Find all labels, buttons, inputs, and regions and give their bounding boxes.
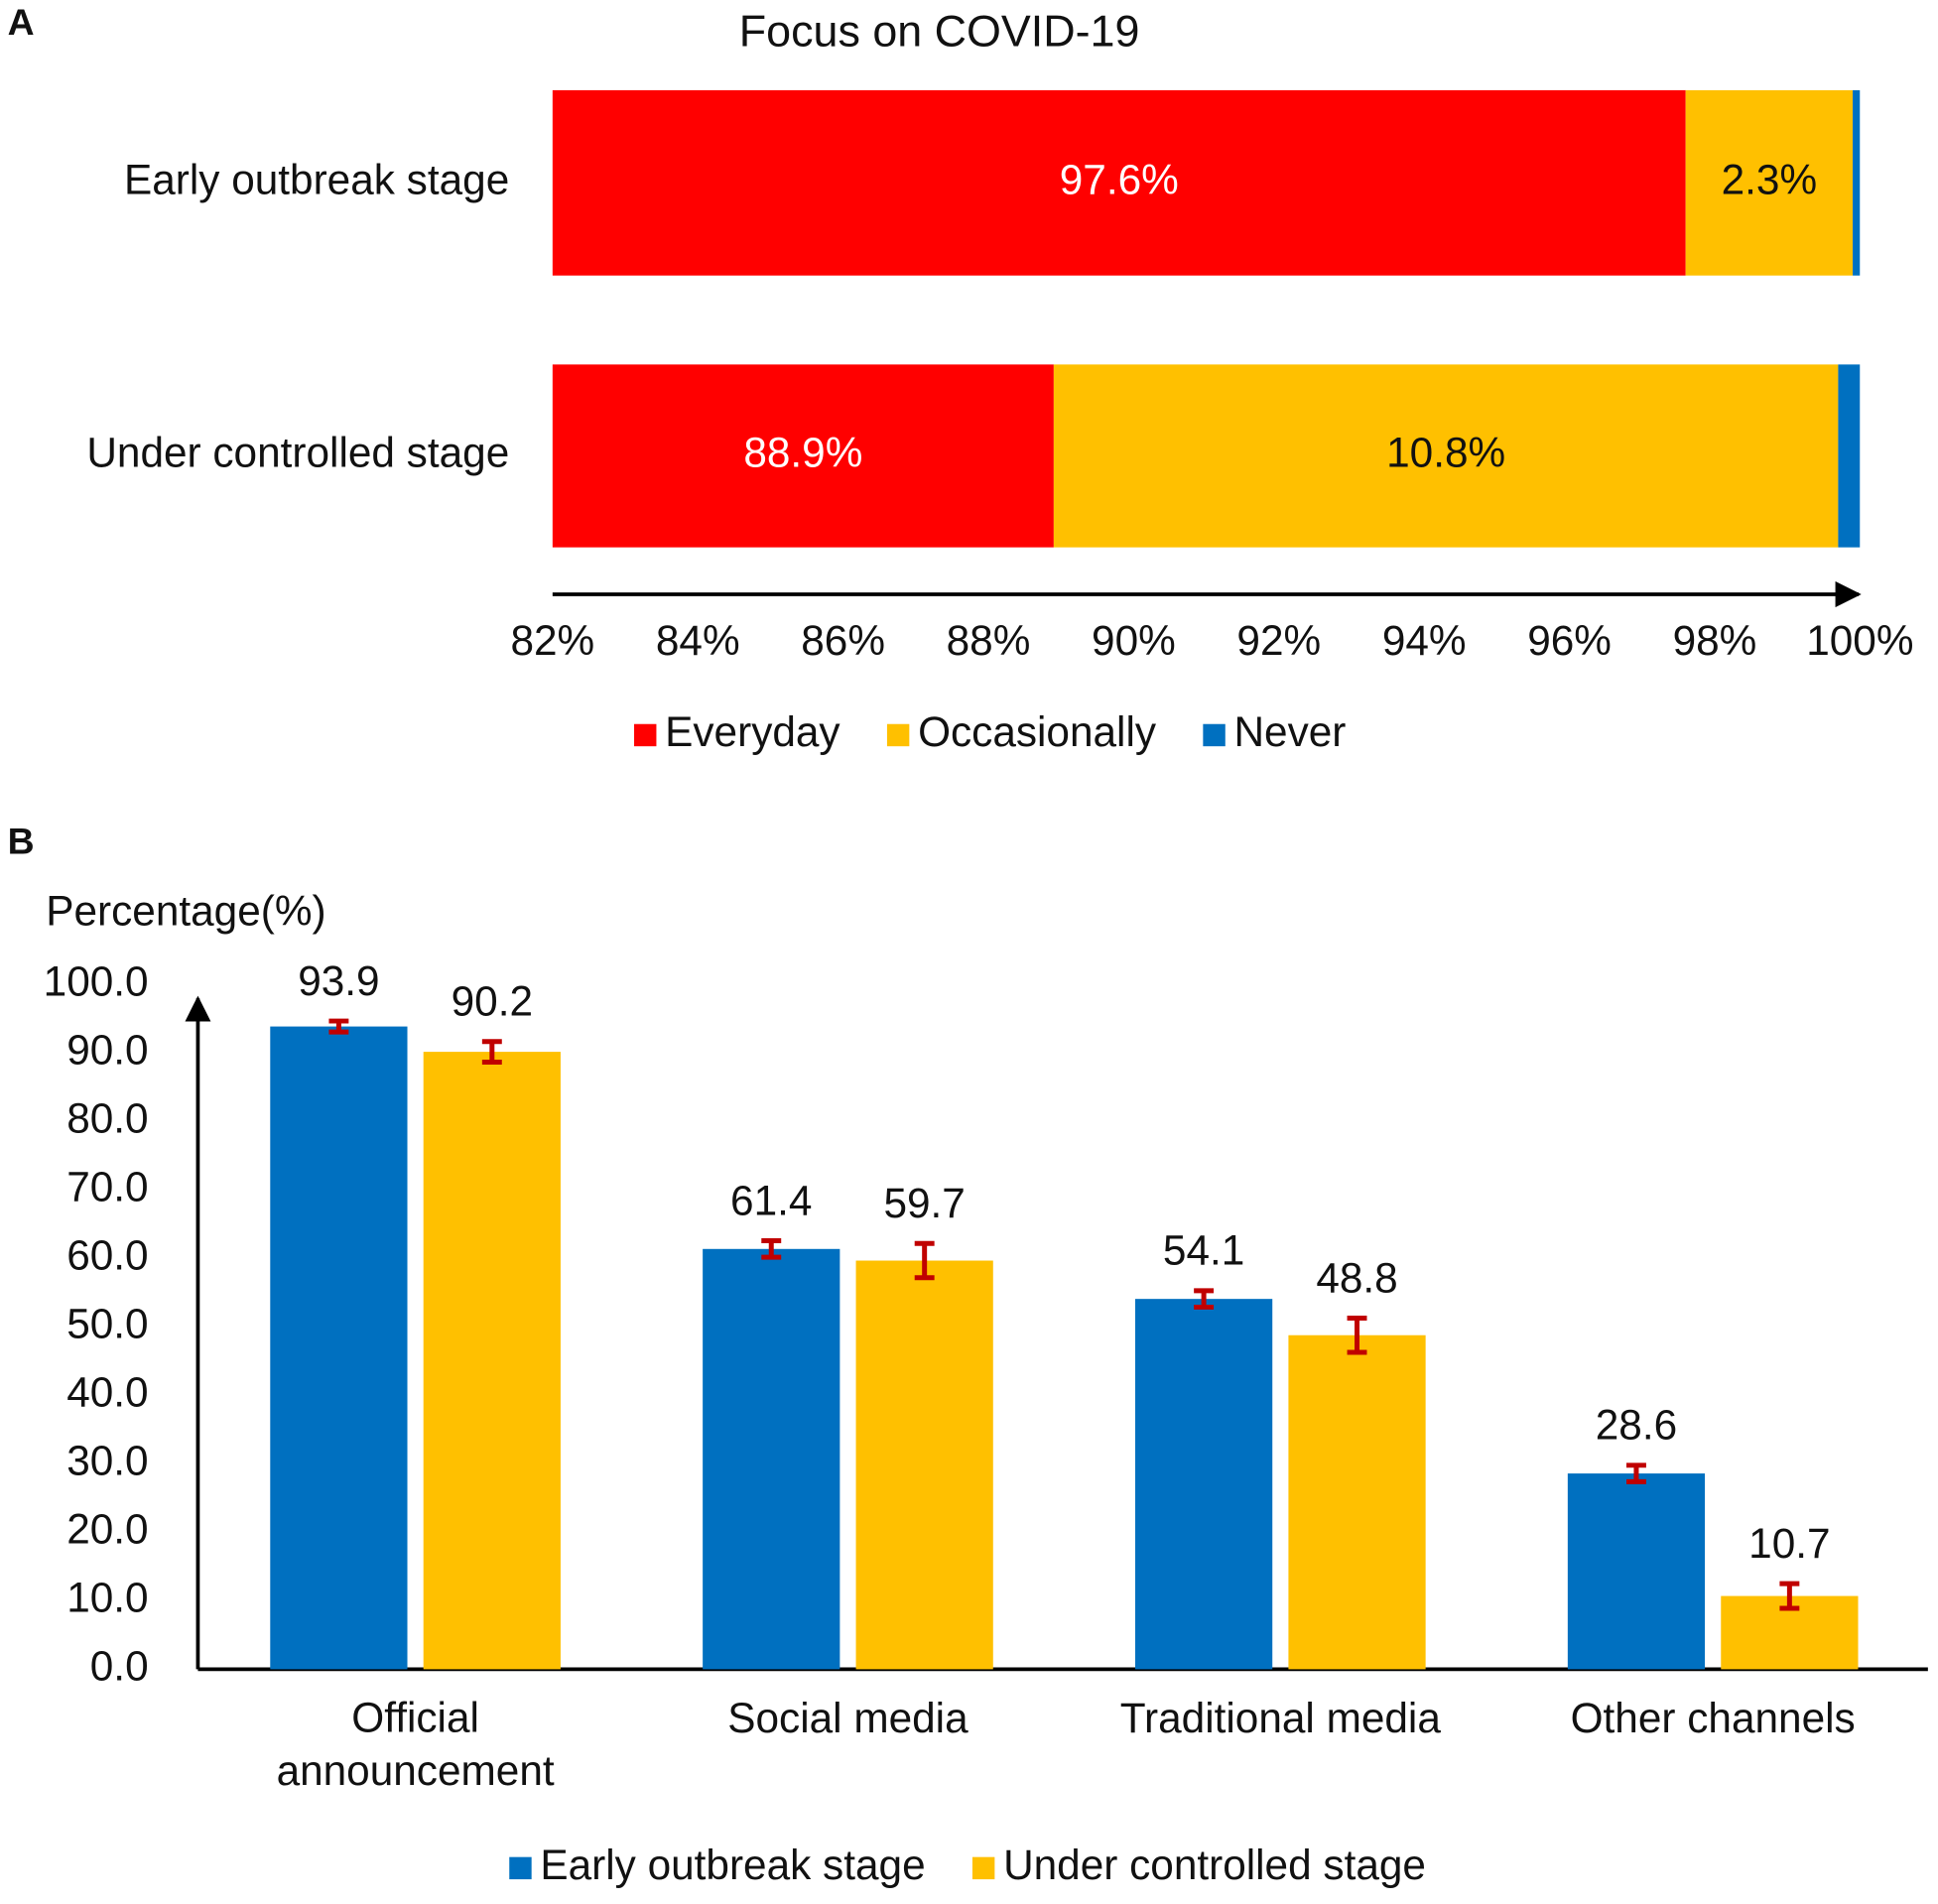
y-tick-label: 20.0 bbox=[66, 1506, 148, 1553]
x-tick-label: 94% bbox=[1382, 617, 1467, 664]
x-tick-label: 90% bbox=[1092, 617, 1176, 664]
x-tick-label: 92% bbox=[1236, 617, 1321, 664]
bar-segment bbox=[552, 364, 1054, 548]
bar-segment bbox=[1838, 364, 1861, 548]
legend-label: Early outbreak stage bbox=[540, 1841, 925, 1888]
bar-segment bbox=[552, 89, 1686, 276]
x-tick-label: 84% bbox=[656, 617, 740, 664]
y-tick-label: 70.0 bbox=[66, 1164, 148, 1210]
data-label: 10.8% bbox=[1386, 430, 1505, 476]
y-tick-label: 30.0 bbox=[66, 1438, 148, 1484]
data-label: 10.7 bbox=[1748, 1520, 1830, 1567]
y-axis-label: Percentage(%) bbox=[46, 888, 325, 935]
x-tick-label: 82% bbox=[510, 617, 594, 664]
error-bar bbox=[481, 1039, 502, 1065]
error-bar bbox=[914, 1240, 935, 1281]
y-tick-label: 80.0 bbox=[66, 1095, 148, 1142]
y-tick-label: 60.0 bbox=[66, 1232, 148, 1279]
y-tick-label: 0.0 bbox=[90, 1643, 149, 1690]
error-bar bbox=[1194, 1288, 1215, 1310]
error-bar bbox=[1625, 1462, 1646, 1484]
x-tick-label: 96% bbox=[1527, 617, 1612, 664]
data-label: 93.9 bbox=[298, 957, 379, 1004]
x-tick-label: Official announcement bbox=[277, 1695, 555, 1795]
bar bbox=[855, 1260, 993, 1670]
error-bar bbox=[328, 1018, 349, 1035]
error-bar bbox=[761, 1238, 782, 1260]
bar-segment bbox=[1853, 89, 1861, 276]
y-tick-label: 40.0 bbox=[66, 1369, 148, 1416]
bar bbox=[270, 1026, 408, 1670]
data-label: 97.6% bbox=[1060, 156, 1179, 202]
y-tick-label: Early outbreak stage bbox=[124, 156, 509, 202]
legend-swatch bbox=[509, 1856, 532, 1880]
x-tick-label: Traditional media bbox=[1120, 1695, 1442, 1741]
y-tick-label: 90.0 bbox=[66, 1027, 148, 1074]
x-tick-label: 88% bbox=[947, 617, 1031, 664]
data-label: 2.3% bbox=[1722, 156, 1817, 202]
data-label: 28.6 bbox=[1596, 1402, 1677, 1449]
error-bar bbox=[1347, 1315, 1367, 1355]
bar-segment bbox=[1685, 89, 1854, 276]
panel-label: B bbox=[8, 820, 35, 861]
bar bbox=[1134, 1299, 1273, 1670]
legend-label: Occasionally bbox=[918, 708, 1157, 755]
y-tick-label: 10.0 bbox=[66, 1575, 148, 1621]
y-tick-label: 50.0 bbox=[66, 1301, 148, 1347]
plot-area bbox=[552, 89, 1861, 548]
y-tick-label: Under controlled stage bbox=[86, 430, 509, 476]
data-label: 61.4 bbox=[730, 1177, 812, 1223]
x-tick-label: Social media bbox=[727, 1695, 969, 1741]
legend-label: Under controlled stage bbox=[1003, 1841, 1426, 1888]
bar bbox=[703, 1248, 840, 1670]
data-label: 88.9% bbox=[743, 430, 862, 476]
error-bar bbox=[1779, 1581, 1800, 1611]
panel-label: A bbox=[8, 1, 35, 43]
bar bbox=[1567, 1473, 1706, 1670]
legend-label: Everyday bbox=[665, 708, 840, 755]
chart-title: Focus on COVID-19 bbox=[739, 6, 1140, 57]
data-label: 48.8 bbox=[1316, 1254, 1397, 1301]
x-tick-label: 100% bbox=[1806, 617, 1913, 664]
x-tick-label: 86% bbox=[801, 617, 885, 664]
bar bbox=[1288, 1334, 1426, 1670]
legend-swatch bbox=[1203, 723, 1226, 747]
bar bbox=[423, 1052, 561, 1670]
bar-segment bbox=[1053, 364, 1839, 548]
legend-label: Never bbox=[1233, 708, 1346, 755]
legend-swatch bbox=[634, 723, 657, 747]
x-tick-label: Other channels bbox=[1571, 1695, 1856, 1741]
data-label: 59.7 bbox=[883, 1180, 965, 1226]
legend-swatch bbox=[886, 723, 910, 747]
data-label: 90.2 bbox=[452, 978, 533, 1025]
legend-swatch bbox=[971, 1856, 995, 1880]
data-label: 54.1 bbox=[1163, 1227, 1244, 1274]
x-tick-label: 98% bbox=[1673, 617, 1757, 664]
y-tick-label: 100.0 bbox=[44, 958, 149, 1005]
